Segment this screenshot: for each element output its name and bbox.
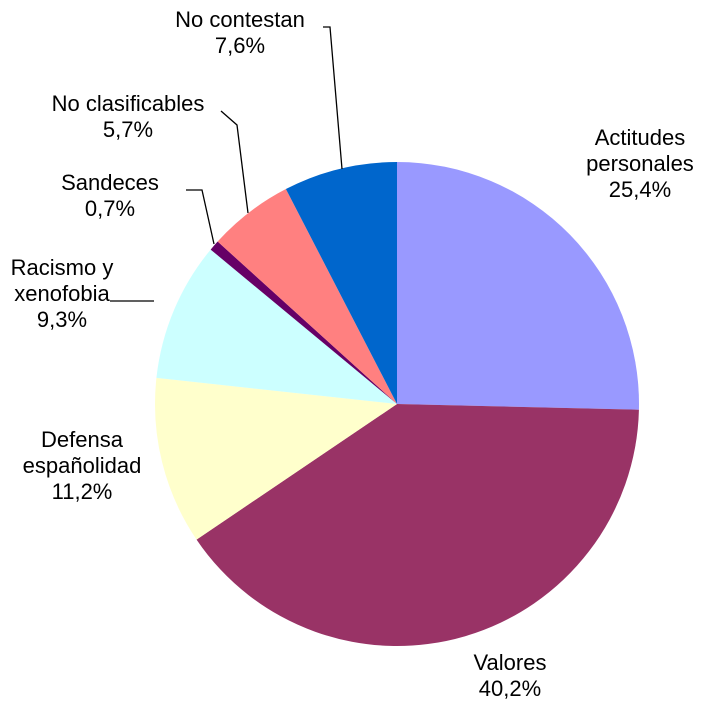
slice-category-label: personales — [586, 151, 694, 176]
slice-category-label: xenofobia — [14, 281, 110, 306]
leader-line-no-clasificables — [220, 110, 249, 214]
slice-category-label: Valores — [474, 650, 547, 675]
slice-category-label: No clasificables — [52, 91, 205, 116]
slice-value-label: 40,2% — [479, 676, 541, 701]
pie-slice-valores — [196, 404, 639, 646]
pie-slice-sandeces — [210, 241, 397, 404]
slice-category-label: Actitudes — [595, 125, 686, 150]
slice-value-label: 25,4% — [609, 177, 671, 202]
slice-label-valores: Valores 40,2% — [474, 650, 547, 701]
slice-label-defensa-espanolidad: Defensa españolidad 11,2% — [23, 427, 142, 504]
slice-category-label: Defensa — [41, 427, 124, 452]
slice-value-label: 5,7% — [103, 117, 153, 142]
slice-label-sandeces: Sandeces 0,7% — [61, 170, 159, 221]
pie-slice-racismo-y-xenofobia — [156, 249, 397, 404]
slice-category-label: Sandeces — [61, 170, 159, 195]
slice-label-racismo-y-xenofobia: Racismo y xenofobia 9,3% — [11, 255, 114, 332]
slice-labels: Actitudes personales 25,4% Valores 40,2% Defe… — [11, 7, 694, 701]
pie-slice-no-contestan — [285, 162, 397, 404]
slice-category-label: españolidad — [23, 453, 142, 478]
slice-category-label: Racismo y — [11, 255, 114, 280]
pie-slices — [155, 162, 639, 646]
slice-label-no-contestan: No contestan 7,6% — [175, 7, 305, 58]
slice-label-no-clasificables: No clasificables 5,7% — [52, 91, 205, 142]
pie-slice-defensa-espanolidad — [155, 377, 397, 540]
pie-slice-actitudes-personales — [397, 162, 639, 410]
slice-category-label: No contestan — [175, 7, 305, 32]
pie-slice-no-clasificables — [217, 189, 397, 404]
leader-line-no-contestan — [323, 26, 343, 170]
leader-lines — [110, 26, 343, 302]
slice-value-label: 9,3% — [37, 307, 87, 332]
leader-line-sandeces — [186, 189, 215, 245]
slice-value-label: 0,7% — [85, 196, 135, 221]
slice-value-label: 11,2% — [52, 479, 113, 504]
slice-value-label: 7,6% — [215, 33, 265, 58]
slice-label-actitudes-personales: Actitudes personales 25,4% — [586, 125, 694, 202]
